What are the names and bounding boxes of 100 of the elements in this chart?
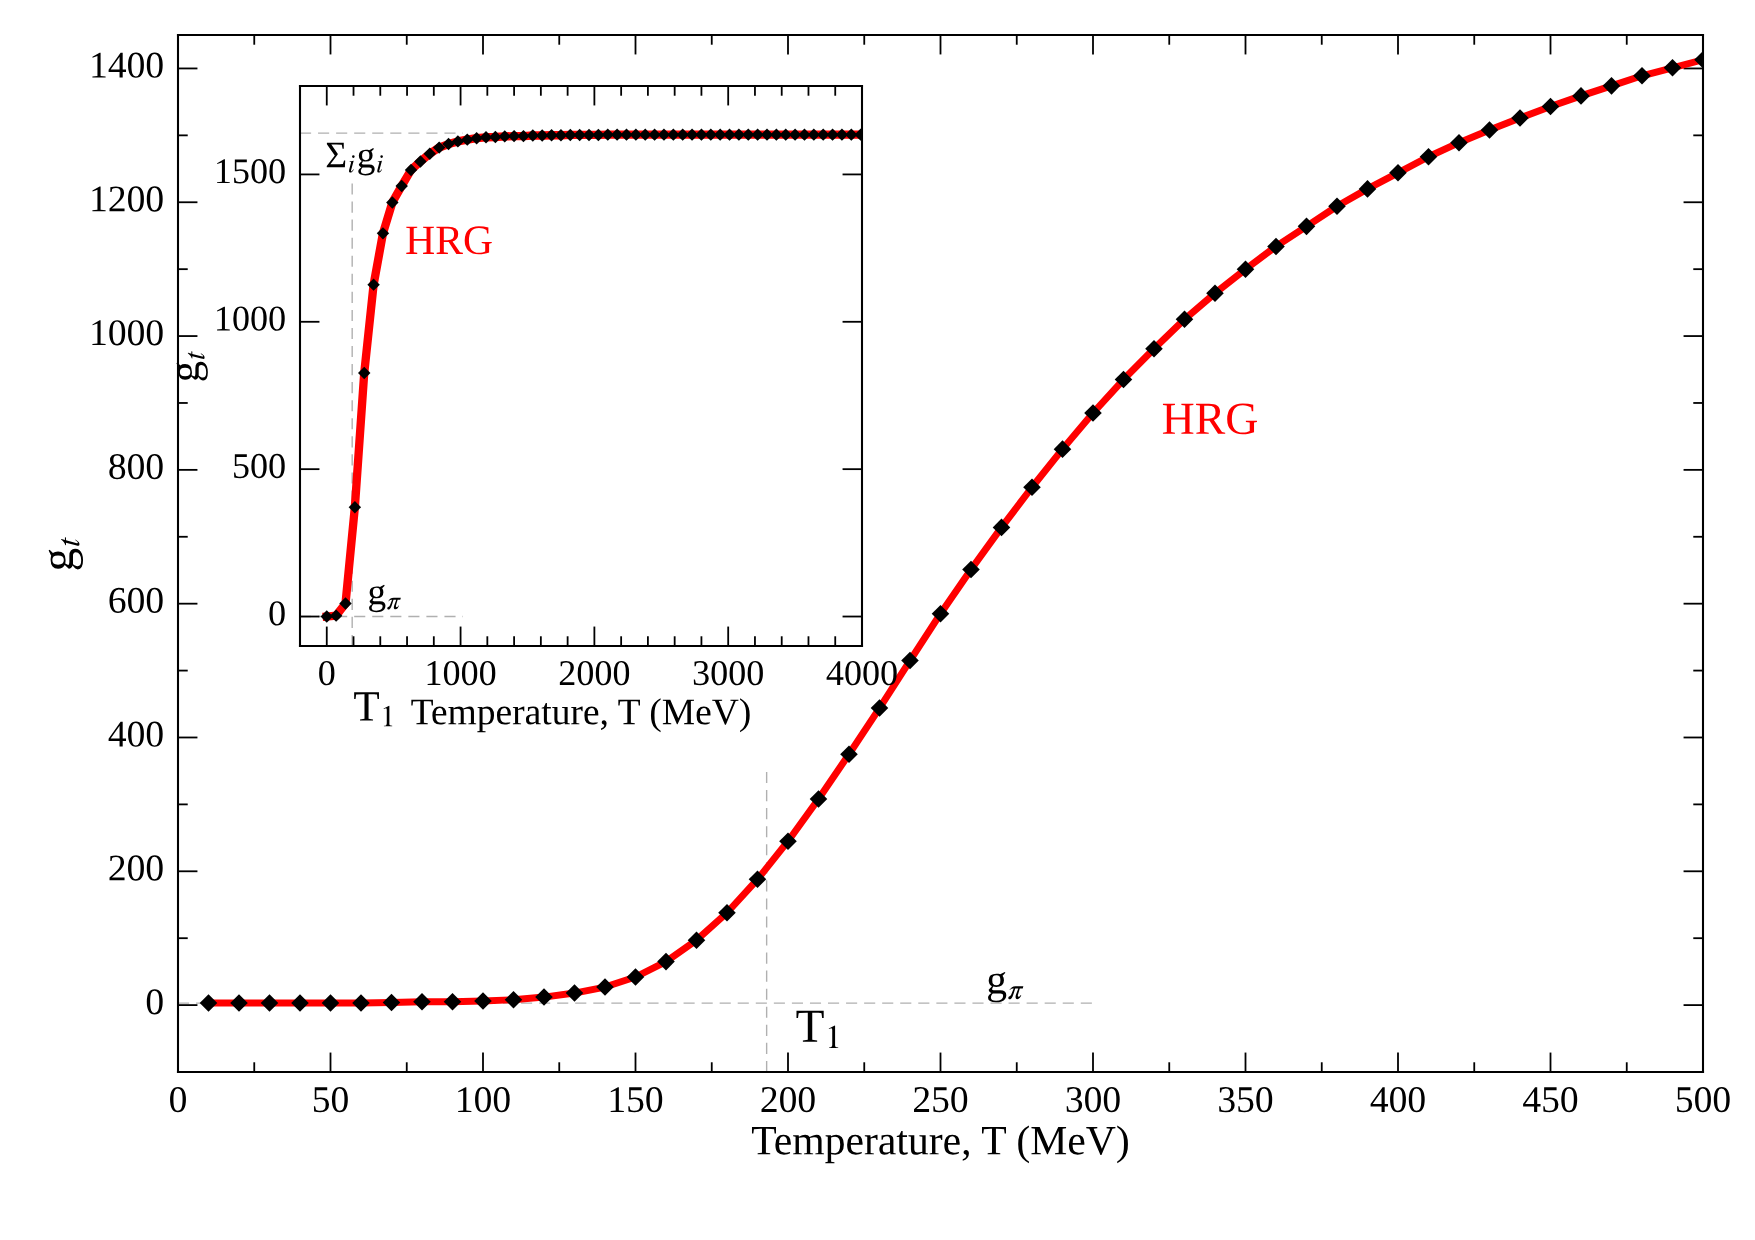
x-axis-title: Temperature, T (MeV) (751, 1125, 1128, 1164)
x-tick-label: 450 (1523, 1086, 1578, 1113)
point (962, 560, 980, 579)
point (199, 994, 218, 1012)
point (840, 745, 858, 763)
ref-line-label: g$_{π}$ (369, 584, 401, 613)
point (367, 278, 380, 291)
y-tick-label: 800 (109, 453, 163, 480)
point (657, 952, 675, 971)
point (1419, 147, 1438, 166)
point (1602, 77, 1621, 95)
point (1480, 121, 1499, 139)
x-tick-label: 150 (610, 1086, 663, 1113)
point (479, 131, 493, 144)
point (517, 129, 530, 143)
y-tick-label: 1500 (217, 159, 285, 184)
ref-line-label: g$_{π}$ (988, 971, 1024, 1003)
point (718, 903, 736, 922)
y-tick-label: 400 (108, 721, 163, 747)
point (348, 500, 362, 514)
point (535, 988, 553, 1006)
point (358, 366, 371, 380)
x-tick-label: 300 (1066, 1086, 1120, 1113)
annotation: HRG (406, 226, 492, 255)
x-tick-label: 50 (313, 1086, 348, 1113)
point (779, 832, 797, 850)
point (443, 992, 462, 1011)
x-tick-label: 1000 (427, 660, 496, 686)
point (620, 128, 633, 141)
point (260, 994, 279, 1012)
point (432, 141, 446, 154)
point (1572, 87, 1590, 105)
annotation: HRG (1162, 403, 1257, 435)
point (386, 196, 399, 209)
point (809, 790, 828, 808)
y-axis-title: g$_{t}$ (48, 537, 84, 570)
point (1023, 478, 1041, 497)
point (1541, 97, 1560, 116)
point (451, 135, 465, 148)
point (1175, 310, 1194, 329)
point (339, 597, 352, 610)
y-tick-label: 200 (109, 855, 163, 881)
point (1236, 260, 1255, 278)
point (507, 129, 521, 143)
point (1267, 237, 1285, 256)
point (798, 128, 811, 141)
y-axis-title: g$_{t}$ (176, 351, 208, 381)
point (826, 128, 839, 141)
point (442, 137, 455, 151)
x-tick-label: 0 (170, 1086, 186, 1113)
point (504, 990, 523, 1009)
point (992, 518, 1011, 537)
x-tick-label: 0 (319, 660, 335, 686)
point (470, 131, 483, 145)
x-tick-label: 2000 (559, 660, 630, 686)
ref-line-label: T$_{1}$ (354, 692, 393, 727)
point (748, 870, 767, 889)
point (1663, 59, 1682, 77)
point (321, 994, 340, 1012)
y-tick-label: 1200 (92, 186, 163, 212)
point (723, 128, 736, 141)
x-axis-title: Temperature, T (MeV) (411, 698, 750, 733)
point (423, 147, 437, 160)
point (413, 992, 431, 1011)
point (535, 129, 549, 142)
point (870, 699, 889, 717)
point (414, 155, 427, 168)
point (565, 984, 584, 1002)
point (461, 133, 474, 146)
point (554, 129, 568, 142)
y-tick-label: 0 (269, 601, 285, 626)
y-tick-label: 500 (234, 453, 285, 479)
y-tick-label: 0 (146, 989, 163, 1015)
x-tick-label: 200 (761, 1086, 815, 1113)
point (1145, 339, 1163, 358)
y-tick-label: 1400 (92, 52, 163, 78)
point (474, 992, 492, 1010)
point (498, 130, 511, 143)
x-tick-label: 4000 (826, 660, 897, 686)
point (230, 994, 248, 1012)
point (1328, 197, 1346, 216)
y-tick-label: 1000 (217, 306, 285, 331)
point (1084, 404, 1102, 422)
point (626, 968, 645, 986)
point (404, 163, 418, 177)
point (1297, 217, 1316, 236)
point (352, 994, 370, 1012)
point (382, 993, 401, 1012)
point (1053, 440, 1072, 458)
point (931, 604, 950, 623)
y-tick-label: 1000 (92, 320, 163, 346)
point (1206, 284, 1224, 303)
point (807, 128, 821, 141)
x-tick-label: 250 (914, 1086, 968, 1113)
x-tick-label: 350 (1219, 1086, 1273, 1113)
point (1389, 164, 1407, 182)
point (687, 931, 706, 949)
point (816, 128, 830, 141)
point (901, 651, 919, 670)
y-tick-label: 600 (109, 587, 163, 614)
